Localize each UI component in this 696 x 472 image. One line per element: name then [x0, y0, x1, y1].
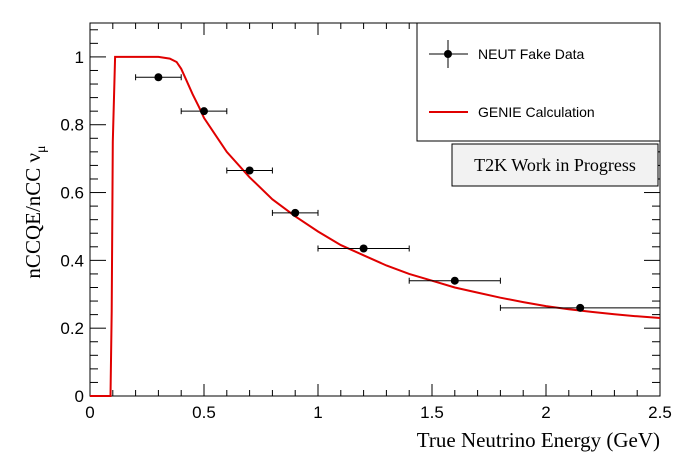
y-tick-label: 0.6: [60, 184, 84, 203]
y-tick-label: 0.4: [60, 251, 84, 270]
data-point: [317, 244, 410, 253]
data-point: [271, 208, 319, 217]
data-point: [226, 166, 273, 175]
x-tick-label: 2: [541, 403, 550, 422]
data-marker: [154, 73, 163, 82]
y-axis-title-subscript: μ: [34, 145, 49, 153]
legend-label-neut: NEUT Fake Data: [478, 46, 585, 62]
x-tick-label: 0.5: [192, 403, 216, 422]
legend-box: [416, 22, 661, 142]
data-point: [499, 303, 661, 312]
data-marker: [200, 107, 208, 116]
y-axis-title: nCCQE/nCC νμ: [21, 145, 49, 278]
x-tick-label: 2.5: [648, 403, 672, 422]
y-tick-label: 0: [75, 387, 84, 406]
annotation-label: T2K Work in Progress: [474, 155, 636, 175]
data-point: [180, 107, 228, 116]
data-marker: [245, 166, 254, 175]
annotation-box: [451, 143, 659, 187]
data-marker: [291, 208, 300, 217]
data-marker: [450, 276, 459, 285]
y-tick-label: 0.2: [60, 319, 84, 338]
x-axis-title: True Neutrino Energy (GeV): [417, 428, 660, 452]
series-line-genie-calculation: [90, 55, 661, 397]
y-tick-label: 0.8: [60, 116, 84, 135]
y-axis-title-main: nCCQE/nCC ν: [21, 153, 45, 279]
x-tick-label: 1: [313, 403, 322, 422]
x-tick-label: 0: [85, 403, 94, 422]
y-tick-label: 1: [75, 48, 84, 67]
data-marker: [576, 303, 585, 312]
data-point: [408, 276, 501, 285]
data-point: [135, 73, 182, 82]
legend-label-genie: GENIE Calculation: [478, 104, 595, 120]
x-tick-label: 1.5: [420, 403, 444, 422]
legend-marker: [444, 50, 452, 58]
plot-frame: [89, 22, 661, 397]
data-marker: [359, 244, 368, 253]
